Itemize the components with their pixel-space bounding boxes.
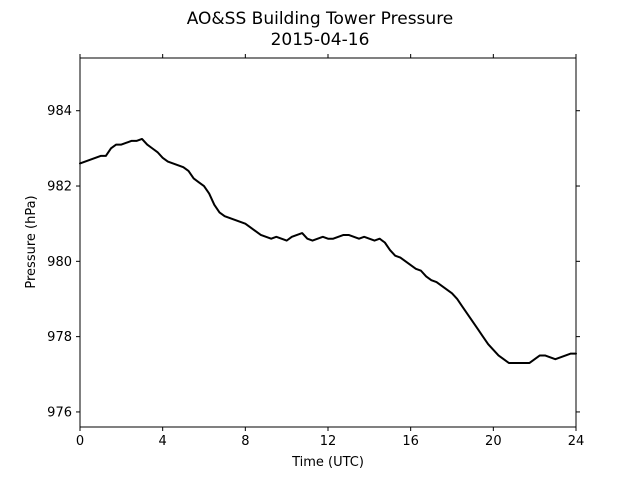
x-tick-label: 16 bbox=[402, 434, 419, 449]
x-tick-label: 24 bbox=[568, 434, 585, 449]
x-axis-label: Time (UTC) bbox=[291, 455, 364, 470]
y-tick-label: 976 bbox=[47, 405, 72, 420]
x-tick-label: 0 bbox=[76, 434, 84, 449]
y-axis-ticks: 976 978 980 982 984 bbox=[47, 104, 580, 420]
x-tick-label: 4 bbox=[159, 434, 167, 449]
plot-frame bbox=[79, 57, 577, 428]
plot-area bbox=[80, 58, 576, 427]
y-tick-label: 978 bbox=[47, 330, 72, 345]
x-tick-label: 12 bbox=[320, 434, 337, 449]
y-axis-label: Pressure (hPa) bbox=[24, 195, 39, 288]
y-tick-label: 980 bbox=[47, 255, 72, 270]
x-axis-ticks: 0 4 8 12 16 20 24 bbox=[76, 54, 584, 449]
y-tick-label: 982 bbox=[47, 180, 72, 195]
y-tick-label: 984 bbox=[47, 104, 72, 119]
x-tick-label: 20 bbox=[485, 434, 502, 449]
pressure-series-line bbox=[79, 137, 577, 364]
x-tick-label: 8 bbox=[241, 434, 249, 449]
chart-subtitle: 2015-04-16 bbox=[271, 30, 370, 50]
chart-title: AO&SS Building Tower Pressure bbox=[187, 9, 454, 29]
